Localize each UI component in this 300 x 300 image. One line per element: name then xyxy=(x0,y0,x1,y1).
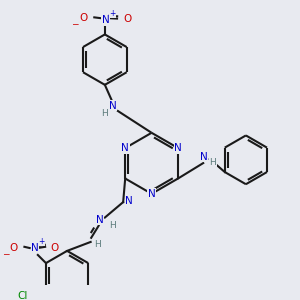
Text: O: O xyxy=(80,13,88,23)
Text: H: H xyxy=(109,221,116,230)
Text: N: N xyxy=(200,152,208,162)
Text: N: N xyxy=(96,214,104,225)
Text: H: H xyxy=(101,109,107,118)
Text: H: H xyxy=(94,240,101,249)
Text: N: N xyxy=(121,143,129,153)
Text: N: N xyxy=(174,143,182,153)
Text: N: N xyxy=(102,15,110,25)
Text: H: H xyxy=(210,158,216,167)
Text: N: N xyxy=(148,189,155,199)
Text: −: − xyxy=(71,20,79,28)
Text: +: + xyxy=(39,237,45,246)
Text: Cl: Cl xyxy=(17,291,28,300)
Text: +: + xyxy=(109,9,116,18)
Text: N: N xyxy=(109,100,117,111)
Text: O: O xyxy=(50,243,58,253)
Text: O: O xyxy=(124,14,132,24)
Text: −: − xyxy=(2,250,10,259)
Text: N: N xyxy=(125,196,133,206)
Text: N: N xyxy=(31,243,39,253)
Text: O: O xyxy=(10,243,18,253)
